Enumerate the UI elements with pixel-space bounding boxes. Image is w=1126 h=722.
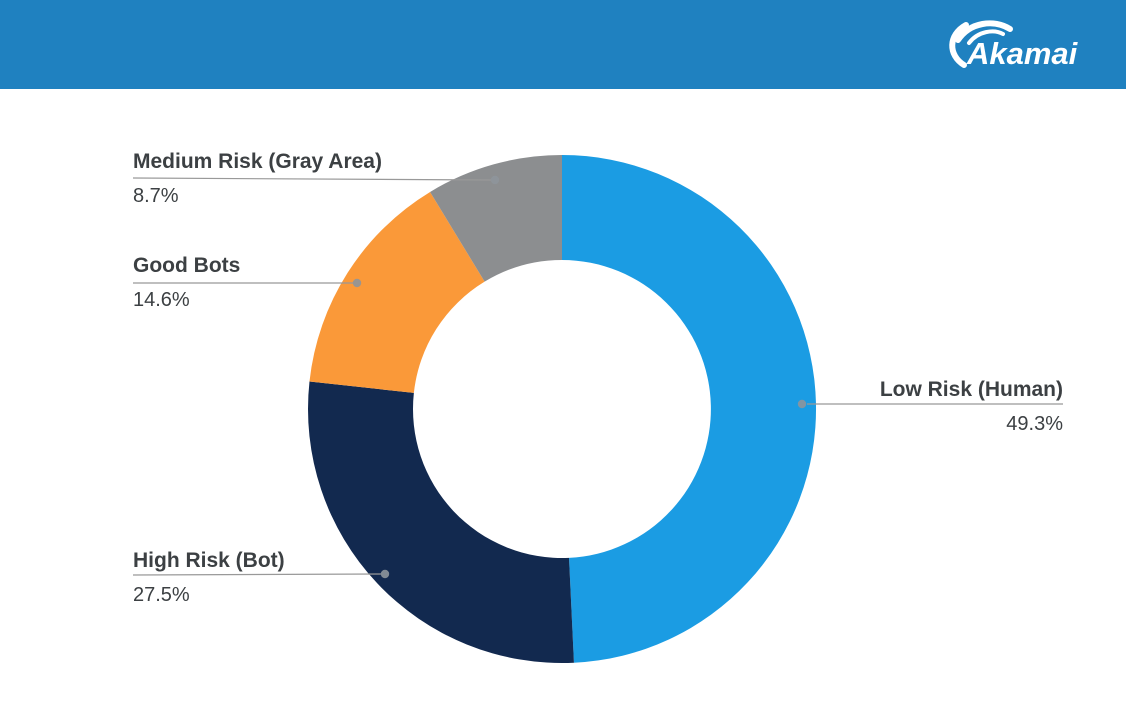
slice-label-percent: 14.6% bbox=[133, 289, 190, 311]
akamai-wordmark: Akamai bbox=[966, 36, 1079, 71]
callout-dot-0 bbox=[797, 399, 807, 409]
header-bar: Akamai bbox=[0, 0, 1126, 89]
slice-label-percent: 8.7% bbox=[133, 185, 179, 207]
donut-slice-2[interactable] bbox=[309, 191, 485, 393]
slice-label-medium-risk: Medium Risk (Gray Area) 8.7% bbox=[133, 149, 382, 208]
akamai-logo: Akamai bbox=[940, 19, 1090, 71]
donut-slice-1[interactable] bbox=[308, 381, 574, 664]
donut-slice-0[interactable] bbox=[562, 155, 817, 663]
slice-label-percent: 27.5% bbox=[133, 584, 190, 606]
callout-line-1 bbox=[132, 573, 382, 576]
slice-label-title: Medium Risk (Gray Area) bbox=[133, 150, 382, 173]
callout-line-3 bbox=[132, 177, 492, 181]
slice-label-title: High Risk (Bot) bbox=[133, 549, 285, 572]
donut-slice-3[interactable] bbox=[430, 155, 562, 282]
slice-label-low-risk: Low Risk (Human) 49.3% bbox=[880, 377, 1063, 436]
slice-label-good-bots: Good Bots 14.6% bbox=[133, 253, 240, 312]
slice-label-percent: 49.3% bbox=[1006, 413, 1063, 435]
callout-dot-1 bbox=[380, 569, 390, 579]
akamai-wave-icon: Akamai bbox=[949, 19, 1079, 71]
callout-dot-3 bbox=[490, 175, 500, 185]
slice-label-high-risk: High Risk (Bot) 27.5% bbox=[133, 548, 285, 607]
callout-dot-2 bbox=[352, 278, 362, 288]
slice-label-title: Low Risk (Human) bbox=[879, 378, 1063, 401]
slice-label-title: Good Bots bbox=[133, 254, 241, 277]
